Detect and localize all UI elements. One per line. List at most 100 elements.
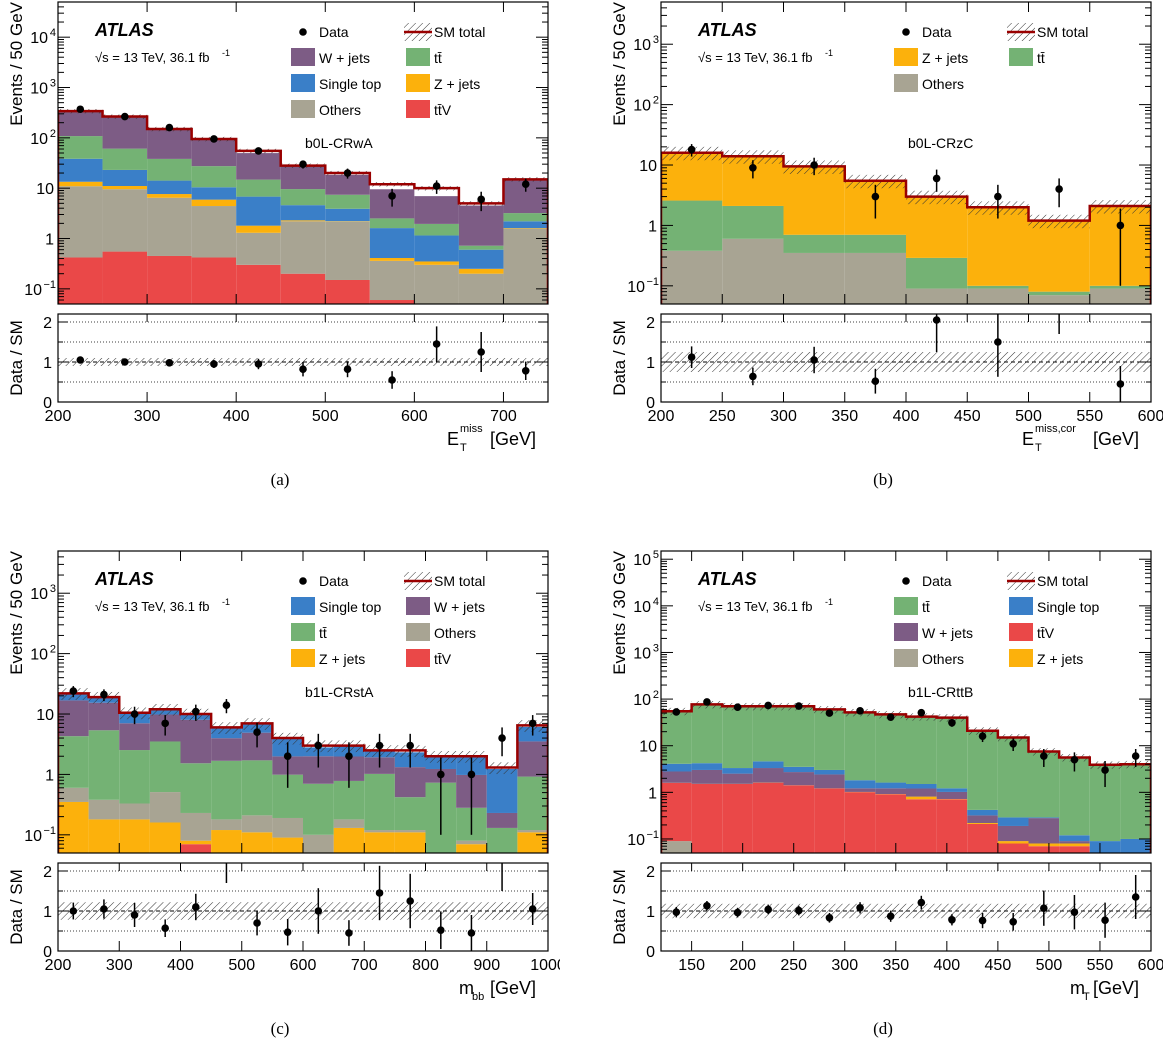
stack-bar-wjets	[486, 812, 518, 828]
stack-bar-ttv	[180, 844, 212, 853]
x-axis-label-sub: T	[1083, 991, 1090, 1003]
stack-bar-zjets	[272, 837, 303, 853]
y-tick-label: 10	[24, 282, 42, 299]
data-point	[1131, 752, 1140, 760]
stack-bar-ttv	[722, 783, 753, 853]
stack-bar-zjets	[241, 832, 273, 853]
legend-marker-wjets	[406, 597, 430, 615]
y-tick-label: 10	[627, 832, 645, 849]
stack-bar-singletop	[325, 208, 370, 222]
data-point	[388, 192, 396, 200]
ratio-point	[978, 916, 987, 925]
x-axis-label-main: m	[1070, 978, 1085, 998]
stack-bar-ttbar	[967, 731, 998, 810]
stack-bar-ttv	[459, 304, 504, 309]
legend-label-zjets: Z + jets	[1037, 651, 1083, 667]
stack-bar-zjets	[180, 840, 212, 845]
y-tick-label-exponent: −1	[646, 276, 659, 288]
atlas-label: ATLAS	[697, 20, 757, 40]
stack-bar-zjets	[517, 832, 548, 853]
stack-bar-ttv	[906, 799, 937, 853]
stack-bar-zjets	[426, 877, 457, 895]
y-tick-label-exponent: −1	[646, 829, 659, 841]
ratio-point	[254, 360, 263, 368]
data-point	[1070, 755, 1079, 764]
ratio-plot	[58, 321, 548, 389]
x-tick-label: 350	[882, 957, 909, 974]
y-axis-label: Events / 50 GeV	[610, 1, 629, 125]
stack-bar-others	[517, 830, 548, 833]
ratio-point	[76, 356, 85, 364]
x-tick-label: 500	[1036, 957, 1063, 974]
legend-marker-others	[894, 649, 918, 667]
legend-marker-data	[299, 28, 307, 36]
data-point	[161, 719, 169, 728]
stack-bar-zjets	[414, 261, 459, 265]
y-tick-label-exponent: 3	[653, 642, 659, 654]
legend-marker-ttbar	[406, 48, 430, 66]
legend-marker-singletop	[291, 74, 315, 92]
stack-bar-ttbar	[303, 783, 334, 835]
ratio-point	[161, 924, 169, 932]
data-point	[375, 741, 384, 750]
ratio-point	[437, 926, 445, 934]
x-tick-label: 300	[134, 408, 161, 425]
stack-bar-zjets	[456, 844, 487, 853]
stack-bar-zjets	[997, 841, 1029, 844]
stack-bar-singletop	[236, 196, 281, 226]
stack-bar-ttbar	[722, 205, 784, 239]
stack-bar-zjets	[1028, 843, 1060, 847]
stack-bar-ttv	[1059, 846, 1090, 853]
atlas-label: ATLAS	[94, 569, 154, 589]
legend-label-data: Data	[922, 24, 952, 40]
stack-bar-others	[369, 260, 415, 301]
y-tick-label: 10	[633, 599, 651, 616]
legend-marker-ttbar	[1009, 48, 1033, 66]
stack-bar-ttbar	[88, 730, 120, 800]
stack-bar-singletop	[280, 205, 326, 221]
stack-bar-ttbar	[325, 194, 370, 209]
data-point	[222, 701, 231, 709]
data-point	[192, 707, 200, 716]
stack-bar-ttv	[844, 792, 876, 853]
ratio-point	[165, 359, 174, 367]
panel-b: 10 −1 1 10 10 2 10 3 Events / 50 GeV ATLAS √s = 13…	[603, 0, 1163, 510]
legend-label-zjets: Z + jets	[434, 76, 480, 92]
y-tick-label-exponent: 3	[50, 583, 56, 595]
stack-bar-zjets	[191, 199, 237, 207]
stack-bar-ttbar	[783, 706, 815, 767]
x-tick-label: 600	[1138, 957, 1163, 974]
stack-bar-others	[325, 221, 370, 280]
y-tick-label: 10	[24, 828, 42, 845]
y-tick-label-exponent: 2	[653, 689, 659, 701]
ratio-point	[521, 367, 530, 375]
stack-bar-singletop	[752, 761, 784, 769]
x-axis-label-unit: [GeV]	[1093, 429, 1139, 449]
stack-bar-ttbar	[1028, 291, 1090, 296]
stack-bar-wjets	[414, 196, 459, 224]
data-point	[253, 728, 261, 736]
stack-bar-ttbar	[1089, 285, 1151, 289]
legend-label-sm: SM total	[434, 24, 485, 40]
y-tick-label: 10	[633, 37, 651, 54]
y-tick-label-exponent: 2	[653, 95, 659, 107]
region-label: b1L-CRstA	[305, 684, 374, 700]
x-axis-label-unit: [GeV]	[490, 429, 536, 449]
data-point	[165, 123, 174, 132]
x-tick-label: 1000	[530, 957, 560, 974]
legend-label-data: Data	[319, 24, 349, 40]
stack-bar-wjets	[236, 153, 281, 180]
legend-marker-ttv	[1009, 623, 1033, 641]
legend-label-ttv: tt̄V	[434, 651, 452, 667]
y-tick-label-exponent: −1	[43, 279, 56, 291]
stack-bar-singletop	[1059, 835, 1090, 842]
stack-bar-singletop	[102, 169, 148, 186]
legend-label-data: Data	[319, 573, 349, 589]
ratio-y-tick-label: 1	[646, 355, 655, 372]
stack-bar-ttv	[102, 251, 148, 304]
legend-label-ttbar: tt̄	[434, 50, 442, 66]
ratio-y-axis-label: Data / SM	[7, 869, 26, 945]
y-tick-label: 10	[633, 552, 651, 569]
ratio-point	[1009, 918, 1017, 926]
ratio-point	[1040, 904, 1048, 912]
